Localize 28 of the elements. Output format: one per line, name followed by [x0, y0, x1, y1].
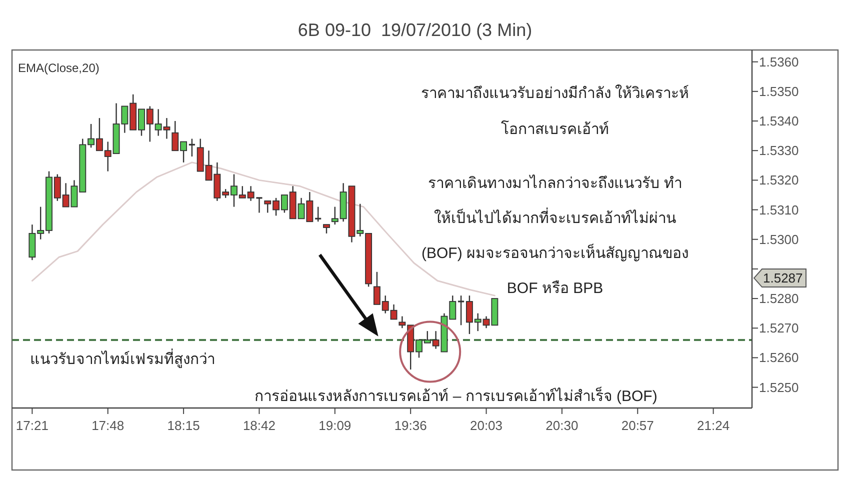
x-tick-label: 20:57: [621, 418, 654, 433]
annotation: ราคามาถึงแนวรับอย่างมีกำลัง ให้วิเคราะห์ โอกาสเบรคเอ้าท์: [420, 85, 690, 138]
y-tick-label: 1.5360: [759, 54, 799, 70]
title: 6B 09-10 19/07/2010 (3 Min): [298, 20, 532, 40]
price-marker-label: 1.5287: [763, 270, 803, 286]
x-tick-label: 20:30: [546, 418, 578, 433]
y-tick-label: 1.5260: [759, 350, 799, 366]
x-tick-label: 17:21: [16, 418, 48, 433]
y-tick-label: 1.5310: [759, 202, 799, 218]
y-tick-label: 1.5320: [759, 172, 799, 188]
y-tick-label: 1.5270: [759, 320, 799, 336]
annotation: ราคาเดินทางมาไกลกว่าจะถึงแนวรับ ทำ ให้เป็นไปได้มากที่จะเบรคเอ้าท์ไม่ผ่าน (BOF) ผมจะรอจนกว่าจะเห็นสัญญาณของ BOF หรือ BPB: [422, 175, 688, 297]
y-tick-label: 1.5250: [759, 380, 799, 395]
y-tick-label: 1.5280: [759, 291, 799, 306]
ref-line-label: แนวรับจากไทม์เฟรมที่สูงกว่า: [30, 350, 215, 368]
x-tick-label: 20:03: [470, 418, 503, 433]
x-tick-label: 19:36: [394, 418, 427, 433]
annotation: EMA(Close,20): [18, 61, 100, 75]
annotation: การอ่อนแรงหลังการเบรคเอ้าท์ – การเบรคเอ้าท์ไม่สำเร็จ (BOF): [254, 388, 658, 405]
x-tick-label: 19:09: [318, 418, 352, 433]
x-tick-label: 18:42: [242, 418, 276, 433]
y-tick-label: 1.5340: [759, 114, 799, 128]
x-tick-label: 21:24: [697, 418, 730, 433]
y-tick-label: 1.5330: [759, 143, 799, 158]
y-tick-label: 1.5300: [759, 232, 799, 247]
x-tick-label: 17:48: [92, 418, 124, 433]
x-tick-label: 18:15: [167, 418, 200, 433]
y-tick-label: 1.5350: [759, 84, 799, 99]
